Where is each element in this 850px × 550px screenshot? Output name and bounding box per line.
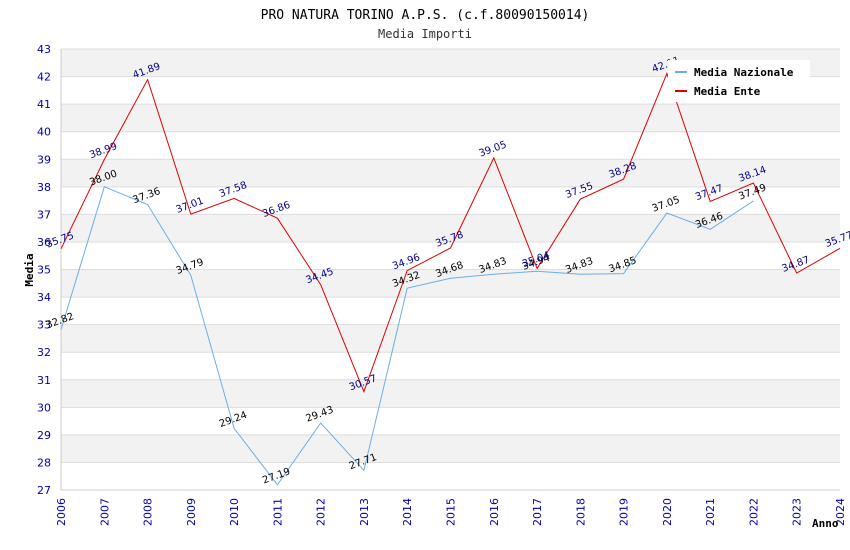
grid-band xyxy=(61,104,840,132)
grid-band xyxy=(61,159,840,187)
grid-bands xyxy=(61,49,840,463)
y-tick-label: 28 xyxy=(37,456,51,469)
x-tick-label: 2011 xyxy=(271,498,284,526)
y-tick-label: 42 xyxy=(37,71,51,84)
y-tick-label: 32 xyxy=(37,346,51,359)
grid-band xyxy=(61,214,840,242)
y-axis-ticks: 27 28 29 30 31 32 33 34 35 36 37 38 39 40 41 42 43 xyxy=(37,43,51,497)
series-lines xyxy=(60,72,841,486)
x-tick-label: 2008 xyxy=(142,498,155,526)
x-tick-label: 2007 xyxy=(98,498,111,526)
chart-subtitle: Media Importi xyxy=(378,27,472,41)
y-tick-label: 31 xyxy=(37,374,51,387)
grid-band xyxy=(61,324,840,353)
y-tick-label: 33 xyxy=(37,319,51,332)
y-axis-label: Media xyxy=(23,253,36,286)
y-tick-label: 34 xyxy=(37,291,51,304)
y-tick-label: 35 xyxy=(37,264,51,277)
series-line xyxy=(60,72,841,394)
legend-label: Media Nazionale xyxy=(694,66,794,79)
y-tick-label: 36 xyxy=(37,236,51,249)
grid-band xyxy=(61,269,840,298)
x-tick-label: 2015 xyxy=(445,498,458,526)
x-tick-label: 2021 xyxy=(704,498,717,526)
x-tick-label: 2006 xyxy=(55,498,68,526)
grid-lines xyxy=(60,48,840,491)
x-tick-label: 2023 xyxy=(791,498,804,526)
legend-box xyxy=(668,60,810,102)
grid-band xyxy=(61,379,840,408)
y-tick-label: 43 xyxy=(37,43,51,56)
x-tick-label: 2020 xyxy=(661,498,674,526)
x-tick-label: 2012 xyxy=(315,498,328,526)
y-tick-label: 29 xyxy=(37,429,51,442)
x-tick-label: 2024 xyxy=(834,498,847,526)
legend: Media Nazionale Media Ente xyxy=(668,60,810,102)
x-tick-label: 2009 xyxy=(185,498,198,526)
y-tick-label: 37 xyxy=(37,208,51,221)
chart-title: PRO NATURA TORINO A.P.S. (c.f.8009015001… xyxy=(261,8,590,23)
x-tick-label: 2017 xyxy=(531,498,544,526)
x-axis-label: Anno xyxy=(812,517,839,530)
x-tick-label: 2016 xyxy=(488,498,501,526)
x-tick-label: 2019 xyxy=(618,498,631,526)
grid-band xyxy=(61,434,840,463)
y-tick-label: 38 xyxy=(37,181,51,194)
y-tick-label: 27 xyxy=(37,484,51,497)
x-axis-ticks: 2006 2007 2008 2009 2010 2011 2012 2013 2014 2015… xyxy=(55,498,847,526)
legend-label: Media Ente xyxy=(694,85,761,98)
x-tick-label: 2013 xyxy=(358,498,371,526)
series-line xyxy=(60,186,754,486)
y-tick-label: 30 xyxy=(37,401,51,414)
y-tick-label: 39 xyxy=(37,153,51,166)
x-tick-label: 2022 xyxy=(747,498,760,526)
y-tick-label: 41 xyxy=(37,98,51,111)
x-tick-label: 2018 xyxy=(574,498,587,526)
y-tick-label: 40 xyxy=(37,126,51,139)
x-tick-label: 2010 xyxy=(228,498,241,526)
x-tick-label: 2014 xyxy=(401,498,414,526)
